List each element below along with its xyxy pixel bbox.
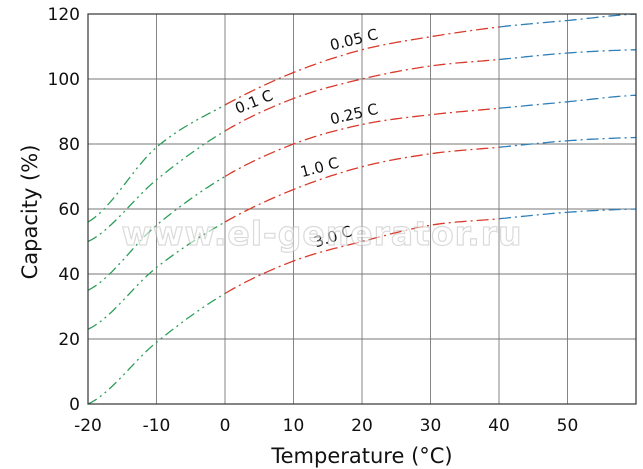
x-tick-label: -20 <box>74 416 102 436</box>
series-line <box>498 13 637 28</box>
watermark: www.el-generator.ru <box>121 214 522 253</box>
series-line <box>224 107 500 178</box>
x-tick-label: -10 <box>143 416 171 436</box>
x-tick-label: 40 <box>488 416 510 436</box>
series-label: 0.05 C <box>328 25 380 54</box>
y-tick-label: 20 <box>58 330 80 350</box>
series-label: 0.1 C <box>232 86 275 117</box>
series-label: 1.0 C <box>298 154 340 182</box>
series-line <box>498 94 637 109</box>
y-tick-label: 120 <box>48 5 80 25</box>
x-tick-label: 20 <box>351 416 373 436</box>
y-tick-label: 0 <box>69 395 80 415</box>
curves <box>87 13 637 405</box>
series-line <box>498 208 637 220</box>
x-tick-label: 50 <box>557 416 579 436</box>
y-axis-title: Capacity (%) <box>18 145 42 280</box>
y-tick-label: 60 <box>58 200 80 220</box>
series-line <box>87 175 226 291</box>
plot-frame <box>87 13 637 405</box>
y-tick-label: 40 <box>58 265 80 285</box>
series-line <box>224 58 500 132</box>
series-line <box>224 218 500 295</box>
x-tick-label: 10 <box>283 416 305 436</box>
series-line <box>224 146 500 223</box>
series-line <box>87 130 226 243</box>
grid <box>87 13 636 405</box>
x-axis-title: Temperature (°C) <box>270 444 452 468</box>
series-line <box>498 136 637 148</box>
series-line <box>498 49 636 61</box>
y-tick-label: 100 <box>48 70 80 90</box>
x-tick-label: 30 <box>420 416 442 436</box>
series-label: 0.25 C <box>328 100 379 128</box>
tick-labels: -20 -10 0 10 20 30 40 50 0 20 40 60 80 100 120 <box>48 5 579 436</box>
series-line <box>224 26 500 106</box>
series-line <box>87 104 226 223</box>
x-tick-label: 0 <box>220 416 231 436</box>
series-line <box>87 292 226 405</box>
y-tick-label: 80 <box>58 135 80 155</box>
series-line <box>87 221 226 330</box>
